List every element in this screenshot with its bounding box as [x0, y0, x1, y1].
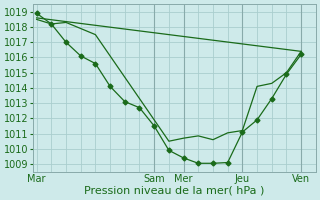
- X-axis label: Pression niveau de la mer( hPa ): Pression niveau de la mer( hPa ): [84, 186, 265, 196]
